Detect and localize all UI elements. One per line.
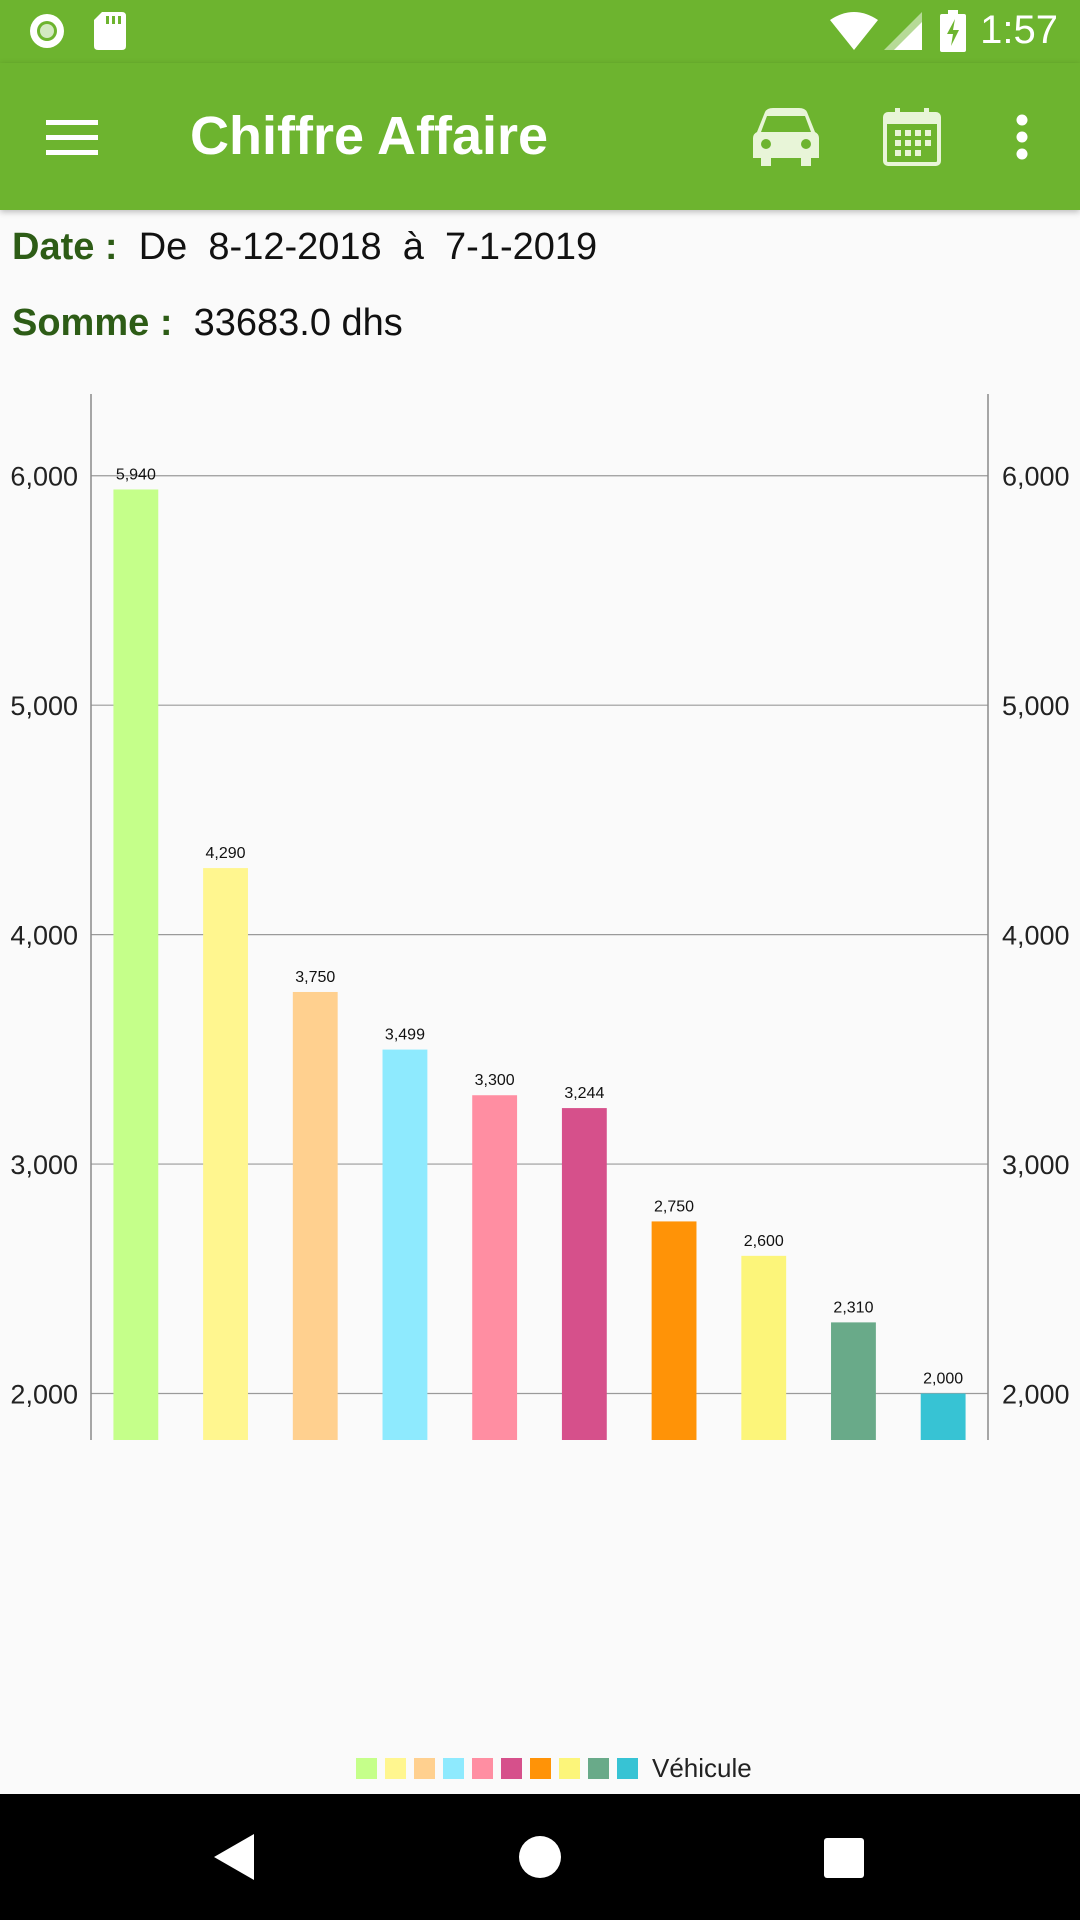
bar-chart[interactable]: 2,000 2,000 3,000 3,000 4,000 4,000 5,000 5,000… <box>0 370 1080 1440</box>
recents-square-icon[interactable] <box>824 1838 864 1878</box>
y-tick-label-right: 2,000 <box>1002 1380 1070 1410</box>
bar <box>472 1095 518 1440</box>
legend-swatch <box>472 1757 493 1779</box>
legend-swatches <box>356 1757 646 1779</box>
bar-chart-svg: 2,000 2,000 3,000 3,000 4,000 4,000 5,000 5,000… <box>10 394 1070 1440</box>
y-tick-label-right: 5,000 <box>1002 691 1070 721</box>
bar-value-label: 3,750 <box>295 969 335 986</box>
bar-value-label: 2,310 <box>833 1299 873 1316</box>
wifi-icon <box>830 12 878 50</box>
more-vertical-icon <box>1016 114 1028 159</box>
bar <box>741 1255 787 1440</box>
bar <box>292 991 338 1440</box>
status-bar: 1:57 <box>0 0 1080 63</box>
bar <box>651 1221 697 1440</box>
date-prefix: De <box>138 226 188 268</box>
page-title: Chiffre Affaire <box>190 106 549 166</box>
date-separator: à <box>402 226 424 268</box>
y-tick-label-left: 6,000 <box>10 462 78 492</box>
home-circle-icon[interactable] <box>518 1835 562 1879</box>
vehicle-filter-button[interactable] <box>736 63 836 210</box>
overflow-menu-button[interactable] <box>972 63 1072 210</box>
sum-value: 33683.0 dhs <box>193 302 403 344</box>
y-tick-label-left: 5,000 <box>10 691 78 721</box>
app-bar: Chiffre Affaire <box>0 63 1080 210</box>
date-label: Date : <box>12 226 118 268</box>
legend-swatch <box>501 1757 522 1779</box>
bar-value-label: 3,499 <box>385 1027 425 1044</box>
y-tick-label-right: 4,000 <box>1002 921 1070 951</box>
bar-value-label: 5,940 <box>116 466 156 483</box>
date-to: 7-1-2019 <box>445 226 598 268</box>
notification-circle-icon <box>30 14 64 48</box>
cell-signal-icon <box>884 12 922 50</box>
sum-label: Somme : <box>12 302 173 344</box>
legend-swatch <box>385 1757 406 1779</box>
system-nav-bar <box>0 1794 1080 1920</box>
bar-value-label: 2,000 <box>923 1371 963 1388</box>
bar <box>203 868 248 1440</box>
battery-charging-icon <box>940 10 966 52</box>
calendar-icon <box>883 107 941 166</box>
legend-swatch <box>356 1757 377 1779</box>
y-tick-label-right: 6,000 <box>1002 462 1070 492</box>
bar <box>382 1049 428 1440</box>
bar-value-label: 3,300 <box>475 1072 515 1089</box>
date-from: 8-12-2018 <box>208 226 382 268</box>
legend-swatch <box>530 1757 551 1779</box>
sum-row: Somme : 33683.0 dhs <box>12 302 403 345</box>
status-time: 1:57 <box>980 8 1058 52</box>
legend-swatch <box>559 1757 580 1779</box>
y-tick-label-left: 3,000 <box>10 1150 78 1180</box>
bar <box>561 1108 607 1440</box>
bar <box>831 1322 876 1440</box>
bar <box>920 1393 966 1440</box>
y-tick-label-right: 3,000 <box>1002 1150 1070 1180</box>
y-tick-label-left: 4,000 <box>10 921 78 951</box>
sd-card-icon <box>94 12 126 50</box>
y-tick-label-left: 2,000 <box>10 1380 78 1410</box>
bar <box>113 489 159 1440</box>
menu-button[interactable] <box>22 63 122 210</box>
hamburger-menu-icon <box>46 119 98 155</box>
legend-swatch <box>617 1757 638 1779</box>
date-picker-button[interactable] <box>862 63 962 210</box>
chart-legend: Véhicule <box>356 1750 752 1786</box>
legend-swatch <box>588 1757 609 1779</box>
legend-swatch <box>443 1757 464 1779</box>
legend-label: Véhicule <box>652 1752 752 1783</box>
bar-value-label: 2,600 <box>744 1233 784 1250</box>
bar-value-label: 2,750 <box>654 1198 694 1215</box>
back-triangle-icon[interactable] <box>214 1834 254 1880</box>
date-range-row: Date : De 8-12-2018 à 7-1-2019 <box>12 226 597 269</box>
bar-value-label: 4,290 <box>206 845 246 862</box>
car-icon <box>753 107 819 166</box>
bar-value-label: 3,244 <box>564 1085 604 1102</box>
legend-swatch <box>414 1757 435 1779</box>
